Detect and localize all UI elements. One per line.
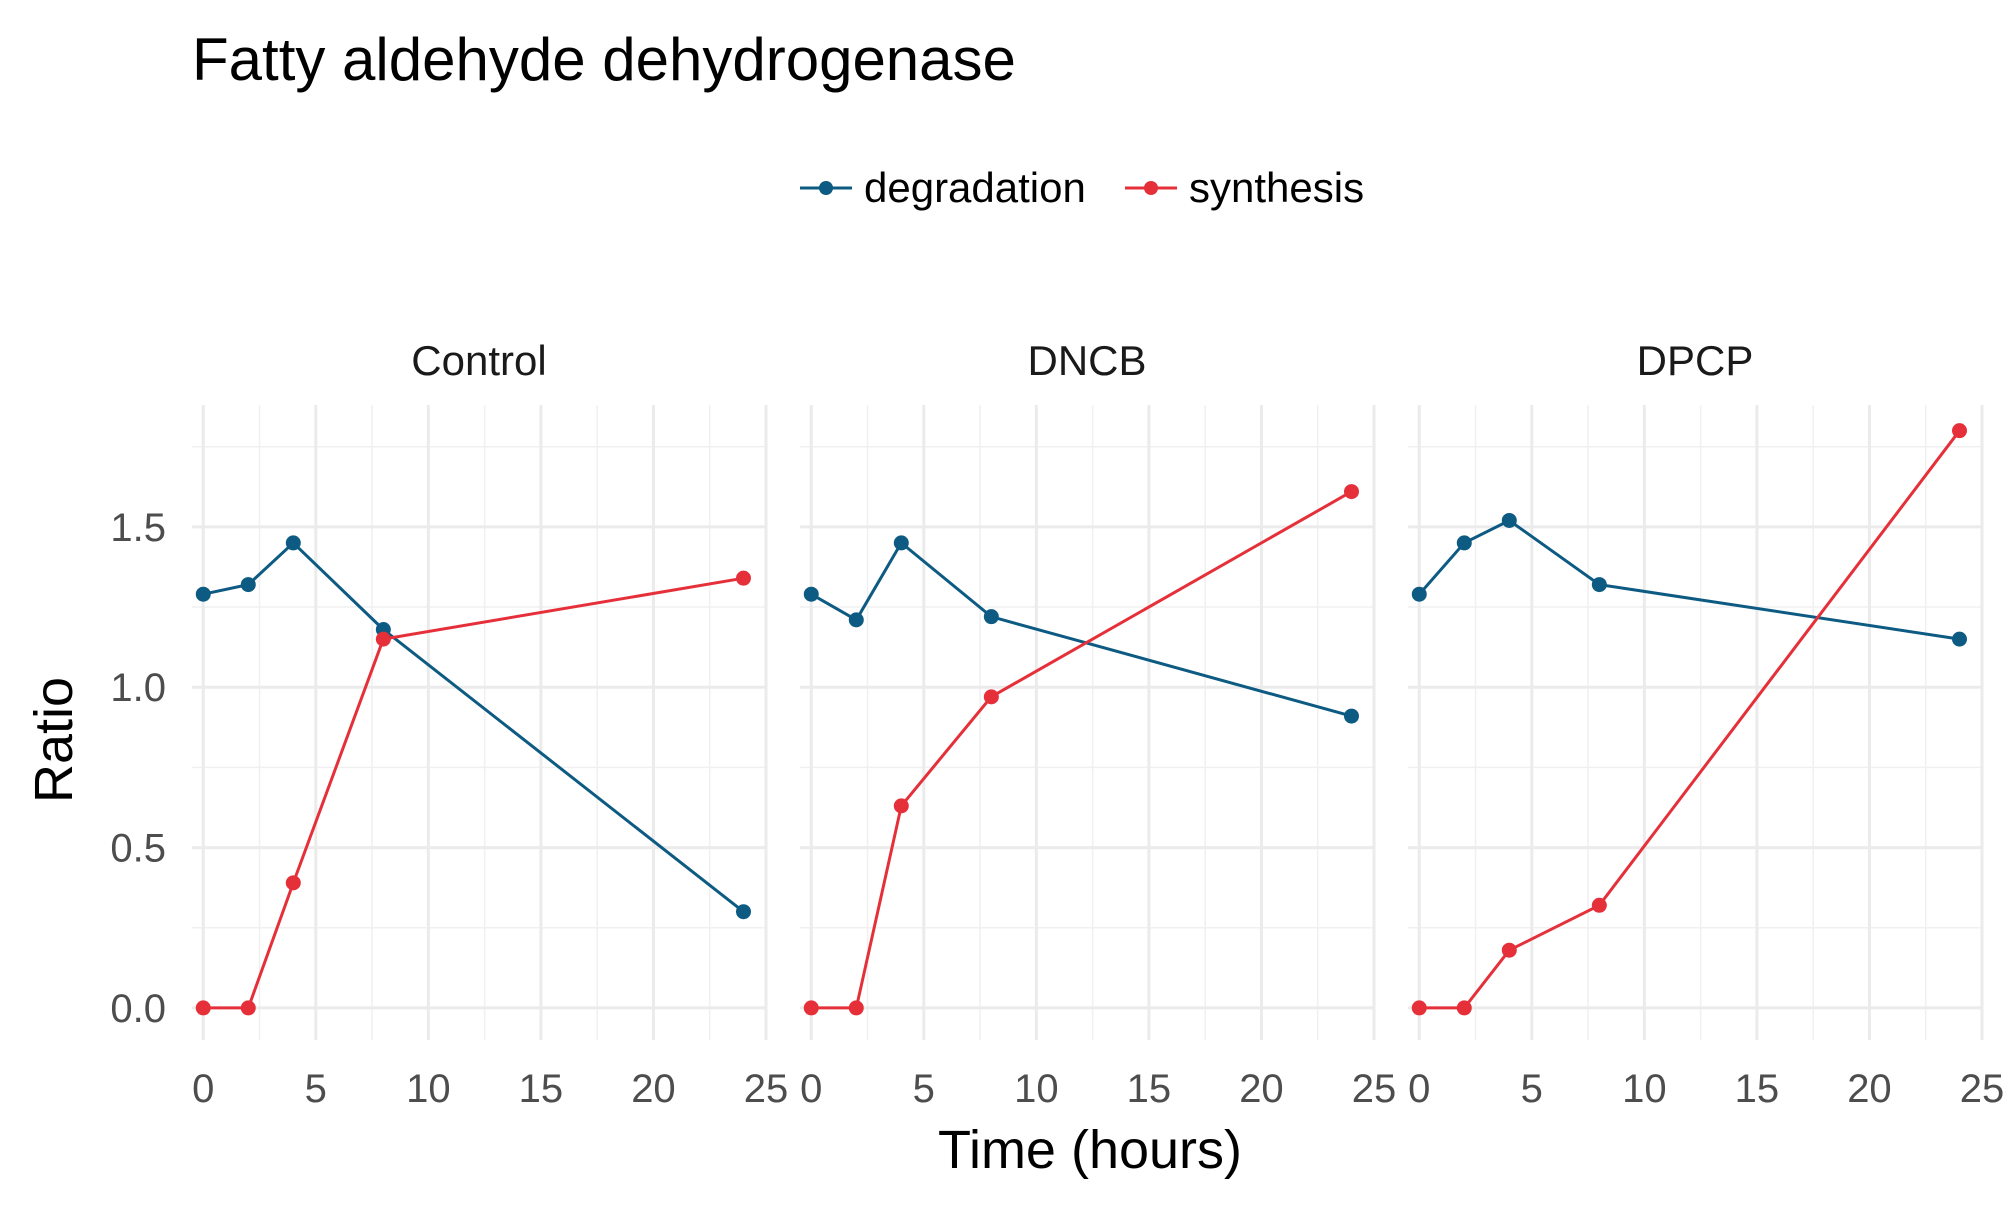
data-point-degradation xyxy=(848,612,864,628)
data-point-synthesis xyxy=(735,570,751,586)
y-axis-title: Ratio xyxy=(24,677,84,803)
legend-key-point xyxy=(819,181,833,195)
y-tick-label: 1.5 xyxy=(110,506,166,550)
data-point-synthesis xyxy=(1951,423,1967,439)
data-point-synthesis xyxy=(195,1000,211,1016)
data-point-synthesis xyxy=(1411,1000,1427,1016)
data-point-degradation xyxy=(983,609,999,625)
x-axis-ticks: 0 5 10 15 20 25 0 5 10 15 20 25 0 5 10 15 20 25 xyxy=(192,1067,2004,1111)
y-tick-label: 0.0 xyxy=(110,987,166,1031)
data-point-degradation xyxy=(285,535,301,551)
x-tick-label: 25 xyxy=(1960,1067,2005,1111)
data-point-synthesis xyxy=(375,631,391,647)
series-line-synthesis xyxy=(203,576,744,1010)
x-axis-title: Time (hours) xyxy=(938,1120,1242,1180)
x-tick-label: 5 xyxy=(913,1067,935,1111)
legend-item-degradation: degradation xyxy=(800,164,1086,211)
series-synthesis xyxy=(803,484,1359,1016)
data-point-degradation xyxy=(195,586,211,602)
x-tick-label: 5 xyxy=(305,1067,327,1111)
grid xyxy=(800,405,1376,1040)
data-point-synthesis xyxy=(803,1000,819,1016)
data-point-synthesis xyxy=(240,1000,256,1016)
x-tick-label: 5 xyxy=(1521,1067,1543,1111)
data-point-degradation xyxy=(1501,512,1517,528)
x-tick-label: 0 xyxy=(800,1067,822,1111)
legend-label: synthesis xyxy=(1189,164,1364,211)
data-point-degradation xyxy=(893,535,909,551)
legend-label: degradation xyxy=(864,164,1086,211)
facet-panels: Control DNCB DPCP xyxy=(192,337,1984,1040)
y-tick-label: 0.5 xyxy=(110,827,166,871)
x-tick-label: 0 xyxy=(192,1067,214,1111)
x-tick-label: 15 xyxy=(1127,1067,1172,1111)
x-tick-label: 25 xyxy=(1352,1067,1397,1111)
data-point-synthesis xyxy=(285,875,301,891)
series-degradation xyxy=(195,535,751,920)
y-axis-ticks: 0.0 0.5 1.0 1.5 xyxy=(110,506,166,1031)
series-degradation xyxy=(803,535,1359,724)
grid xyxy=(1408,405,1984,1040)
facet-strip-label: DPCP xyxy=(1637,337,1754,384)
data-point-synthesis xyxy=(893,798,909,814)
series-line-synthesis xyxy=(811,490,1353,1010)
data-point-degradation xyxy=(240,577,256,593)
chart-title: Fatty aldehyde dehydrogenase xyxy=(192,26,1016,93)
grid xyxy=(192,405,768,1040)
x-tick-label: 10 xyxy=(406,1067,451,1111)
facet-dpcp: DPCP xyxy=(1408,337,1984,1040)
x-tick-label: 15 xyxy=(519,1067,564,1111)
data-point-degradation xyxy=(803,586,819,602)
series-line-synthesis xyxy=(1419,429,1961,1010)
x-tick-label: 0 xyxy=(1408,1067,1430,1111)
legend-item-synthesis: synthesis xyxy=(1125,164,1364,211)
x-tick-label: 15 xyxy=(1735,1067,1780,1111)
legend-key-point xyxy=(1144,181,1158,195)
data-point-synthesis xyxy=(1456,1000,1472,1016)
facet-strip-label: Control xyxy=(411,337,546,384)
series-synthesis xyxy=(1411,423,1967,1016)
legend: degradation synthesis xyxy=(800,164,1364,211)
x-tick-label: 10 xyxy=(1622,1067,1667,1111)
data-point-synthesis xyxy=(848,1000,864,1016)
series-synthesis xyxy=(195,570,751,1016)
x-tick-label: 20 xyxy=(1847,1067,1892,1111)
data-point-synthesis xyxy=(1591,897,1607,913)
x-tick-label: 20 xyxy=(631,1067,676,1111)
facet-control: Control xyxy=(192,337,768,1040)
data-point-degradation xyxy=(1951,631,1967,647)
facet-strip-label: DNCB xyxy=(1027,337,1146,384)
x-tick-label: 20 xyxy=(1239,1067,1284,1111)
y-tick-label: 1.0 xyxy=(110,666,166,710)
data-point-synthesis xyxy=(983,689,999,705)
series-line-degradation xyxy=(810,540,1352,718)
x-tick-label: 25 xyxy=(744,1067,789,1111)
series-degradation xyxy=(1411,512,1967,647)
facet-dncb: DNCB xyxy=(800,337,1376,1040)
data-point-degradation xyxy=(1343,708,1359,724)
data-point-synthesis xyxy=(1501,942,1517,958)
data-point-degradation xyxy=(1591,577,1607,593)
series-line-degradation xyxy=(202,540,745,913)
data-point-degradation xyxy=(735,904,751,920)
x-tick-label: 10 xyxy=(1014,1067,1059,1111)
data-point-degradation xyxy=(1456,535,1472,551)
data-point-synthesis xyxy=(1343,484,1359,500)
data-point-degradation xyxy=(1411,586,1427,602)
